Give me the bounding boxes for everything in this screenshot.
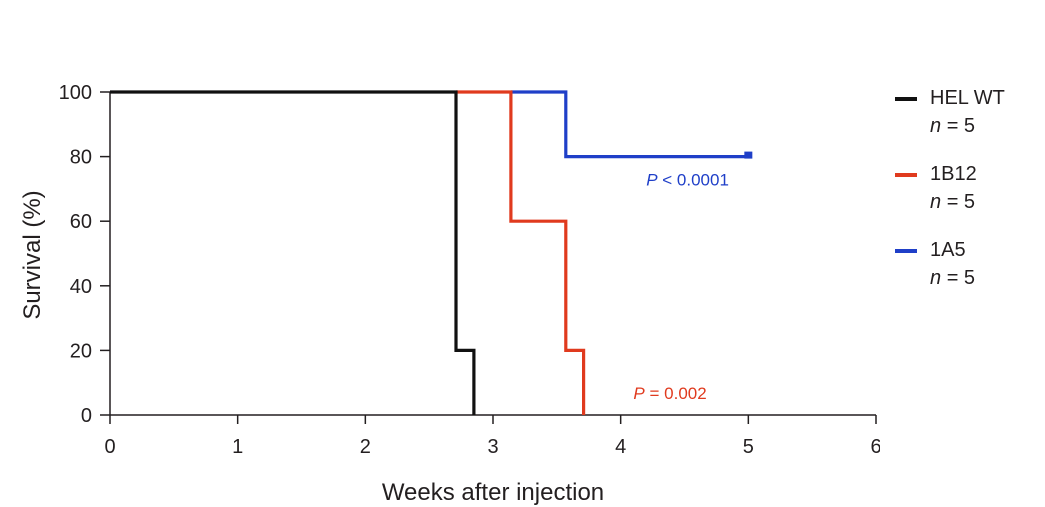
legend-swatch-hel-wt <box>895 97 917 101</box>
legend-item-1b12: 1B12 n = 5 <box>895 162 1035 238</box>
p-value-annotation: P < 0.0001 <box>646 171 729 190</box>
y-tick-label: 60 <box>70 211 92 233</box>
legend-item-hel-wt: HEL WT n = 5 <box>895 86 1035 162</box>
censor-mark-1a5 <box>744 151 753 159</box>
series-line-1b12 <box>456 90 586 415</box>
legend-n-label: n = 5 <box>930 267 976 289</box>
y-tick-label: 20 <box>70 340 92 362</box>
legend-label: 1B12 <box>930 163 977 185</box>
legend-swatch-1b12 <box>895 173 917 177</box>
legend-swatch-1a5 <box>895 249 917 253</box>
x-tick-label: 1 <box>232 436 243 458</box>
x-tick-label: 4 <box>615 436 626 458</box>
series-line-hel-wt <box>110 90 476 415</box>
legend: HEL WT n = 5 1B12 n = 5 1A5 n = 5 <box>895 86 1035 314</box>
legend-item-1a5: 1A5 n = 5 <box>895 238 1035 314</box>
x-tick-label: 3 <box>487 436 498 458</box>
series-line-1a5 <box>510 90 749 159</box>
legend-n-label: n = 5 <box>930 115 976 137</box>
y-tick-label: 100 <box>59 82 92 104</box>
x-axis-label: Weeks after injection <box>382 479 604 506</box>
x-tick-label: 0 <box>104 436 115 458</box>
x-tick-label: 6 <box>870 436 880 458</box>
y-axis-label: Survival (%) <box>19 190 46 319</box>
y-tick-label: 40 <box>70 276 92 298</box>
legend-label: 1A5 <box>930 239 966 261</box>
y-tick-label: 0 <box>81 405 92 427</box>
legend-label: HEL WT <box>930 87 1005 109</box>
legend-n-label: n = 5 <box>930 191 976 213</box>
p-value-annotation: P = 0.002 <box>633 384 706 403</box>
x-tick-label: 2 <box>360 436 371 458</box>
y-tick-label: 80 <box>70 147 92 169</box>
x-tick-label: 5 <box>743 436 754 458</box>
